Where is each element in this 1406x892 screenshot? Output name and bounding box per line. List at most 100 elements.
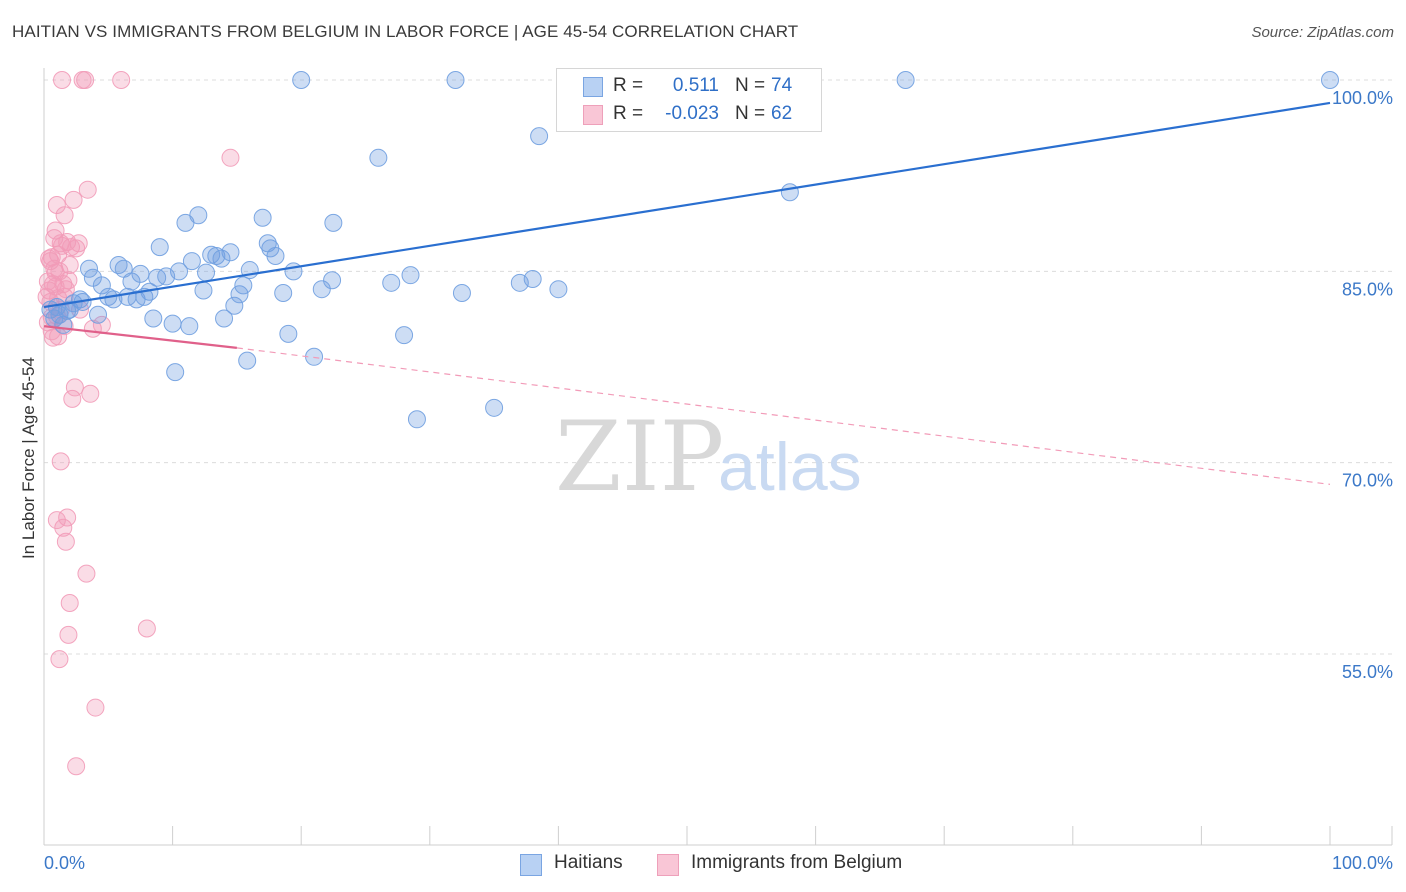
data-point-belgium — [86, 698, 105, 717]
data-point-belgium — [76, 71, 95, 89]
trend-line-belgium-extension — [236, 347, 1331, 485]
trend-line-haitians — [43, 101, 1331, 309]
data-point-haitians — [452, 284, 471, 303]
data-point-haitians — [324, 213, 343, 232]
x-tick-label: 0.0% — [44, 853, 85, 873]
data-point-haitians — [163, 314, 182, 333]
data-point-haitians — [234, 276, 253, 295]
data-point-haitians — [225, 296, 244, 315]
data-point-haitians — [323, 271, 342, 290]
data-point-haitians — [1321, 71, 1339, 89]
legend-n-value: 74 — [771, 75, 793, 96]
data-point-haitians — [221, 243, 240, 262]
data-point-haitians — [284, 262, 303, 281]
data-point-belgium — [56, 532, 75, 551]
data-point-haitians — [150, 238, 169, 257]
data-point-haitians — [197, 263, 216, 282]
legend-n-label: N = — [735, 75, 766, 96]
data-point-belgium — [58, 508, 77, 527]
data-point-belgium — [60, 593, 79, 612]
data-point-haitians — [780, 183, 799, 202]
legend-row-belgium: R = -0.023 N = 62 — [557, 101, 821, 129]
x-tick-label: 100.0% — [1332, 853, 1393, 873]
series-immigrants-from-belgium — [37, 71, 240, 776]
data-point-belgium — [59, 271, 78, 290]
data-point-belgium — [67, 757, 86, 776]
chart-title: HAITIAN VS IMMIGRANTS FROM BELGIUM IN LA… — [12, 22, 799, 41]
data-point-haitians — [485, 398, 504, 417]
data-point-haitians — [896, 71, 915, 89]
legend-swatch-belgium — [583, 105, 603, 125]
data-point-haitians — [122, 272, 141, 291]
data-point-haitians — [215, 309, 234, 328]
data-point-haitians — [407, 410, 426, 429]
legend-label-belgium: Immigrants from Belgium — [691, 852, 903, 873]
y-tick-label: 55.0% — [1342, 662, 1393, 682]
data-point-haitians — [212, 249, 231, 268]
data-point-belgium — [60, 255, 79, 274]
data-point-belgium — [67, 239, 86, 258]
data-point-haitians — [80, 259, 99, 278]
data-point-belgium — [50, 650, 69, 669]
data-point-haitians — [401, 266, 420, 285]
data-point-belgium — [137, 619, 156, 638]
watermark: ZIP atlas — [555, 401, 862, 513]
data-point-haitians — [549, 280, 568, 299]
data-point-belgium — [81, 384, 100, 403]
data-point-haitians — [194, 281, 213, 300]
data-point-haitians — [266, 247, 285, 266]
data-point-haitians — [170, 262, 189, 281]
data-point-belgium — [77, 564, 96, 583]
stats-legend: R = 0.511 N = 74 R = -0.023 N = 62 — [556, 68, 822, 132]
data-point-haitians — [92, 276, 111, 295]
data-point-haitians — [144, 309, 163, 328]
data-point-haitians — [369, 148, 388, 167]
data-point-belgium — [55, 206, 74, 225]
legend-r-label: R = — [613, 103, 644, 124]
watermark-zip: ZIP — [555, 401, 724, 513]
data-point-haitians — [446, 71, 465, 89]
legend-n-value: 62 — [771, 103, 793, 124]
data-point-belgium — [51, 452, 70, 471]
data-point-belgium — [47, 196, 66, 215]
data-point-belgium — [221, 148, 240, 167]
trend-lines — [43, 101, 1331, 485]
tick-labels: 100.0% 85.0% 70.0% 55.0% 0.0% 100.0% — [44, 88, 1393, 873]
data-point-haitians — [131, 264, 150, 283]
legend-swatch-belgium — [657, 854, 679, 876]
legend-label-haitians: Haitians — [554, 852, 623, 873]
legend-row-haitians: R = 0.511 N = 74 — [557, 73, 821, 101]
data-point-belgium — [53, 236, 72, 255]
data-point-belgium — [65, 378, 84, 397]
data-point-haitians — [83, 268, 102, 287]
y-tick-label: 70.0% — [1342, 471, 1393, 491]
data-point-haitians — [180, 317, 199, 336]
data-point-haitians — [312, 280, 331, 299]
data-point-belgium — [53, 71, 72, 89]
data-point-haitians — [189, 206, 208, 225]
data-point-haitians — [530, 127, 549, 146]
data-point-haitians — [292, 71, 311, 89]
data-point-belgium — [78, 180, 97, 199]
axes — [43, 68, 1393, 846]
data-point-haitians — [182, 252, 201, 271]
data-point-haitians — [230, 285, 249, 304]
data-point-haitians — [395, 326, 414, 345]
legend-swatch-haitians — [520, 854, 542, 876]
data-point-haitians — [207, 247, 226, 266]
y-tick-label: 85.0% — [1342, 279, 1393, 299]
data-point-belgium — [112, 71, 131, 89]
trend-line-belgium — [43, 325, 238, 349]
legend-r-label: R = — [613, 75, 644, 96]
data-point-haitians — [279, 324, 298, 343]
legend-swatch-haitians — [583, 77, 603, 97]
data-point-belgium — [54, 518, 73, 537]
y-axis-label: In Labor Force | Age 45-54 — [19, 357, 38, 559]
legend-r-value: -0.023 — [665, 103, 719, 124]
data-point-haitians — [382, 273, 401, 292]
data-point-belgium — [47, 511, 66, 530]
watermark-atlas: atlas — [718, 429, 862, 505]
data-point-belgium — [59, 625, 78, 644]
data-point-haitians — [523, 269, 542, 288]
